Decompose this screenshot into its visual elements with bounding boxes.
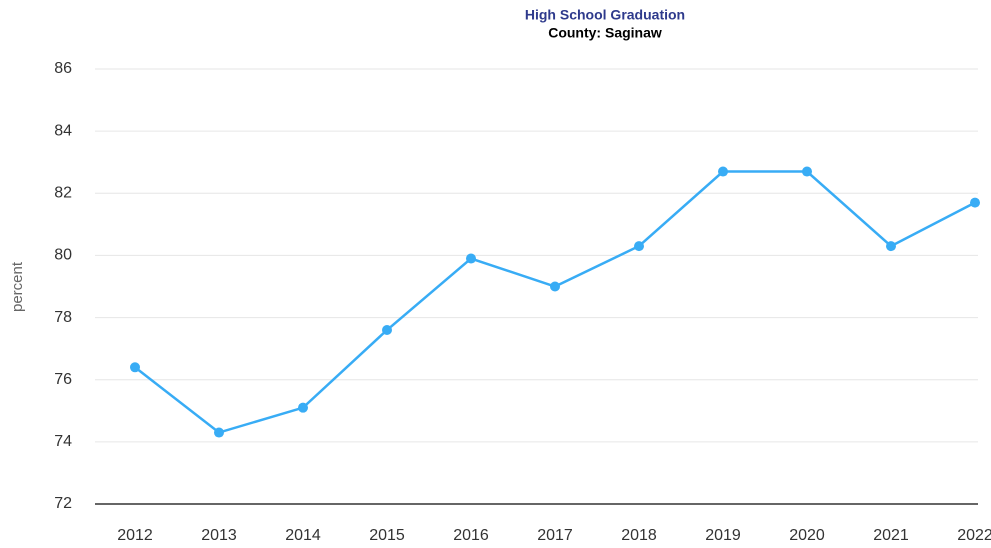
- y-tick-label: 82: [54, 185, 72, 202]
- data-point: [634, 241, 644, 252]
- y-tick-label: 72: [54, 495, 72, 512]
- chart-subtitle: County: Saginaw: [548, 25, 662, 41]
- x-tick-label: 2012: [117, 527, 153, 544]
- x-tick-label: 2018: [621, 527, 657, 544]
- data-point: [970, 197, 980, 208]
- y-tick-label: 74: [54, 433, 72, 450]
- data-point: [466, 253, 476, 264]
- y-axis-label: percent: [9, 261, 26, 312]
- y-tick-label: 84: [54, 122, 72, 139]
- x-tick-label: 2015: [369, 527, 405, 544]
- data-point: [718, 166, 728, 177]
- data-point: [214, 427, 224, 438]
- data-line: [134, 170, 976, 434]
- x-tick-label: 2020: [789, 527, 825, 544]
- y-tick-label: 86: [54, 60, 72, 77]
- x-tick-label: 2019: [705, 527, 741, 544]
- chart-title: High School Graduation: [525, 7, 685, 23]
- x-tick-label: 2017: [537, 527, 573, 544]
- y-tick-label: 76: [54, 371, 72, 388]
- x-tick-label: 2021: [873, 527, 909, 544]
- x-tick-label: 2016: [453, 527, 489, 544]
- x-tick-label: 2014: [285, 527, 321, 544]
- x-tick-label: 2022: [957, 527, 991, 544]
- y-tick-label: 80: [54, 247, 72, 264]
- y-tick-label: 78: [54, 309, 72, 326]
- data-point: [382, 325, 392, 335]
- data-point: [886, 241, 896, 252]
- data-point: [550, 281, 560, 292]
- x-tick-label: 2013: [201, 527, 237, 544]
- data-point: [802, 166, 812, 177]
- data-point: [130, 362, 140, 373]
- data-point: [298, 402, 308, 413]
